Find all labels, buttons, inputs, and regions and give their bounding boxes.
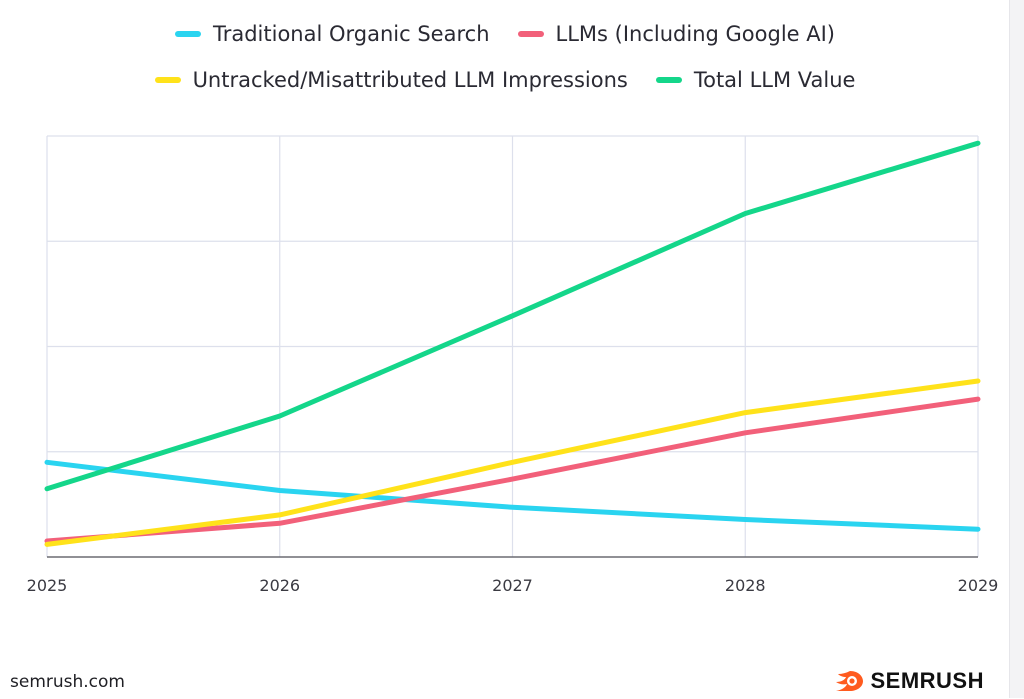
legend-label-llms: LLMs (Including Google AI): [555, 22, 835, 46]
brand-wordmark: SEMRUSH: [870, 668, 984, 693]
legend-row-1: Traditional Organic Search LLMs (Includi…: [0, 22, 1010, 46]
series-line-traditional-organic-search: [44, 459, 981, 532]
x-tick-label: 2027: [492, 576, 533, 595]
legend-label-total: Total LLM Value: [693, 68, 856, 92]
legend-item-untracked: Untracked/Misattributed LLM Impressions: [154, 68, 628, 92]
x-tick-label: 2029: [958, 576, 999, 595]
source-label: semrush.com: [10, 672, 125, 692]
series-line-total-llm-value: [44, 140, 981, 492]
semrush-logo: SEMRUSH: [832, 668, 984, 694]
legend-label-untracked: Untracked/Misattributed LLM Impressions: [192, 68, 628, 92]
series-line-llms-including-google-ai: [44, 396, 981, 544]
legend-swatch-total: [655, 77, 682, 83]
legend-item-total: Total LLM Value: [655, 68, 856, 92]
series-layer: [44, 140, 981, 547]
grid-layer: [46, 135, 979, 558]
x-tick-label: 2028: [725, 576, 766, 595]
legend-row-2: Untracked/Misattributed LLM Impressions …: [0, 68, 1010, 92]
legend-swatch-untracked: [154, 77, 181, 83]
x-tick-label: 2026: [259, 576, 300, 595]
legend-item-llms: LLMs (Including Google AI): [517, 22, 835, 46]
tick-layer: 2025 2026 2027 2028 2029: [27, 576, 999, 595]
legend-label-traditional: Traditional Organic Search: [212, 22, 490, 46]
legend-swatch-traditional: [174, 31, 201, 37]
line-chart: 2025 2026 2027 2028 2029: [27, 135, 999, 595]
semrush-fire-icon: [832, 669, 864, 693]
x-tick-label: 2025: [27, 576, 68, 595]
series-line-untracked-misattributed-llm-impressions: [44, 378, 981, 547]
legend-swatch-llms: [517, 31, 544, 37]
page-edge: [1009, 0, 1024, 698]
legend-item-traditional: Traditional Organic Search: [174, 22, 490, 46]
